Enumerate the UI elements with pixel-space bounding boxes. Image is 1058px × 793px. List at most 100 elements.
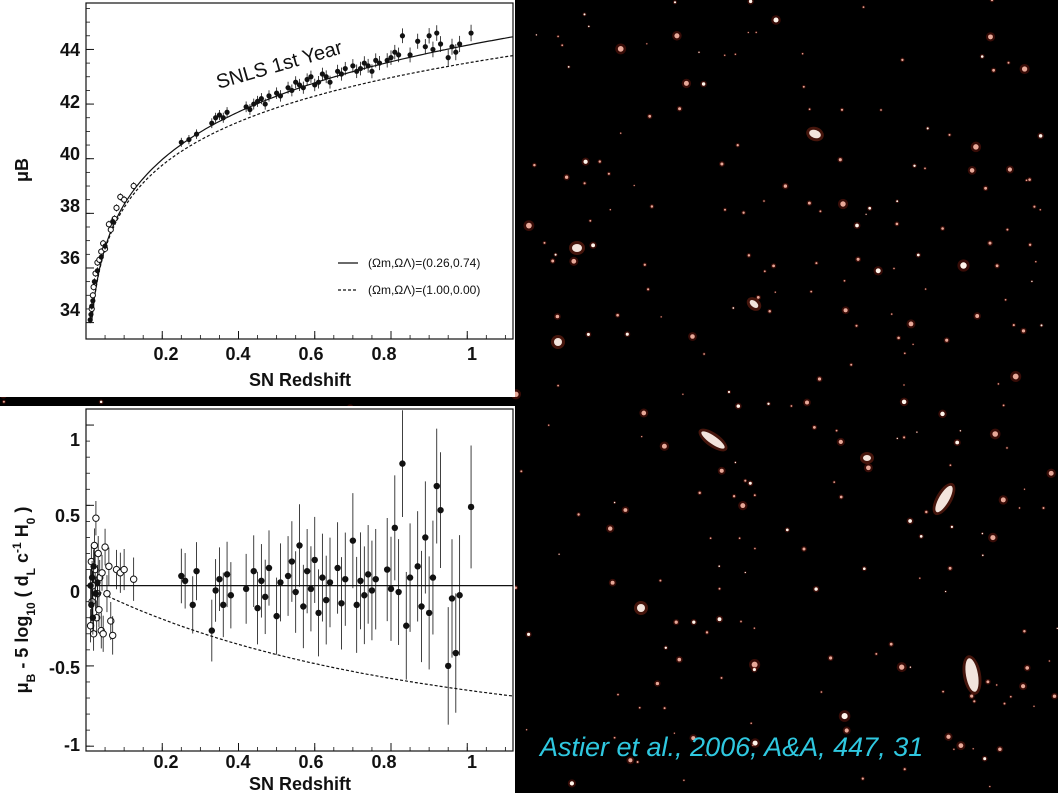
star — [673, 1, 677, 4]
snls-sn-residual-point — [387, 585, 395, 593]
snls-sn-point — [342, 65, 348, 72]
star — [571, 258, 577, 264]
snls-sn-residual-point — [258, 577, 265, 585]
star — [752, 668, 756, 672]
snls-sn-point — [430, 46, 436, 53]
star — [1012, 324, 1015, 327]
y-axis-title: μB - 5 log10 ( dL c-1 H0 ) — [10, 507, 38, 694]
star — [641, 435, 643, 438]
snls-sn-residual-point — [357, 577, 364, 585]
snls-sn-point — [437, 41, 444, 47]
star — [703, 353, 705, 355]
nearby-sn-residual-point — [108, 631, 117, 640]
snls-sn-point — [193, 131, 200, 137]
nearby-sn-point — [107, 226, 114, 233]
star — [663, 707, 666, 710]
nearby-sn-residual-point — [92, 514, 100, 522]
star — [1018, 507, 1021, 509]
snls-sn-point — [247, 106, 253, 113]
star — [660, 316, 662, 318]
star — [557, 35, 559, 38]
snls-sn-point — [365, 63, 371, 69]
residuals-panel: 0.2 0.4 0.6 0.8 1 -1 -0.5 0 0.5 1 SN Red… — [0, 406, 515, 793]
hubble-residuals-chart: 0.2 0.4 0.6 0.8 1 -1 -0.5 0 0.5 1 SN Red… — [10, 408, 514, 793]
snls-sn-point — [388, 55, 394, 61]
star — [763, 200, 765, 202]
snls-sn-residual-point — [414, 563, 421, 570]
star — [753, 494, 756, 497]
star — [620, 132, 622, 134]
star — [588, 25, 590, 28]
star — [591, 243, 596, 248]
star — [527, 632, 531, 636]
snls-sn-residual-point — [296, 542, 303, 549]
x-axis-title: SN Redshift — [249, 370, 351, 390]
star — [880, 109, 882, 111]
star — [855, 324, 858, 327]
star — [1012, 373, 1019, 380]
star — [683, 779, 685, 782]
snls-sn-residual-point — [212, 587, 219, 594]
legend-label-dashed: (Ωm,ΩΛ)=(1.00,0.00) — [368, 283, 480, 297]
star — [577, 513, 580, 516]
nearby-sn-residual-point — [120, 565, 128, 574]
star — [1033, 705, 1035, 707]
star — [705, 754, 707, 757]
star — [855, 223, 859, 228]
star — [1007, 61, 1010, 64]
star — [698, 491, 701, 495]
star — [661, 443, 667, 449]
star — [841, 713, 848, 720]
star — [804, 400, 810, 405]
star — [1006, 228, 1009, 231]
galaxy — [572, 244, 582, 252]
star — [829, 656, 833, 660]
star — [692, 620, 696, 624]
snls-sn-point — [91, 279, 97, 285]
star — [617, 693, 619, 696]
star — [998, 747, 1002, 751]
star — [705, 631, 709, 634]
star — [801, 52, 804, 55]
star — [948, 133, 951, 136]
nearby-sn-residual-point — [98, 569, 106, 577]
star — [992, 431, 999, 437]
star — [844, 728, 849, 733]
plot-frame — [85, 408, 514, 752]
snls-sn-residual-point — [429, 574, 437, 581]
snls-sn-residual-point — [326, 579, 334, 586]
star — [972, 748, 974, 750]
star — [839, 495, 843, 499]
star — [919, 577, 921, 579]
star — [893, 267, 895, 270]
snls-sn-residual-point — [208, 627, 216, 634]
snls-sn-residual-point — [288, 558, 296, 565]
snls-sn-residual-point — [403, 622, 410, 629]
snls-sn-point — [327, 79, 333, 85]
star — [810, 290, 813, 293]
snls-sn-point — [407, 52, 413, 58]
nearby-sn-residual-point — [129, 575, 138, 583]
star — [953, 748, 955, 750]
snls-sn-point — [319, 71, 325, 77]
snls-sn-residual-point — [452, 649, 460, 657]
galaxy — [809, 129, 821, 139]
star — [1000, 497, 1006, 503]
galaxy — [935, 485, 953, 513]
snls-sn-residual-point — [399, 460, 406, 467]
star — [896, 200, 899, 203]
star — [755, 31, 757, 34]
star — [950, 525, 954, 529]
snls-sn-residual-point — [227, 592, 235, 599]
snls-sn-residual-point — [433, 482, 440, 490]
star — [850, 363, 853, 366]
star — [554, 253, 557, 256]
snls-sn-residual-point — [364, 571, 372, 578]
snls-sn-point — [376, 60, 383, 66]
star — [744, 571, 746, 574]
star — [833, 481, 836, 483]
star — [812, 425, 816, 429]
snls-sn-residual-point — [349, 537, 357, 544]
star — [815, 262, 818, 265]
star — [960, 262, 967, 269]
